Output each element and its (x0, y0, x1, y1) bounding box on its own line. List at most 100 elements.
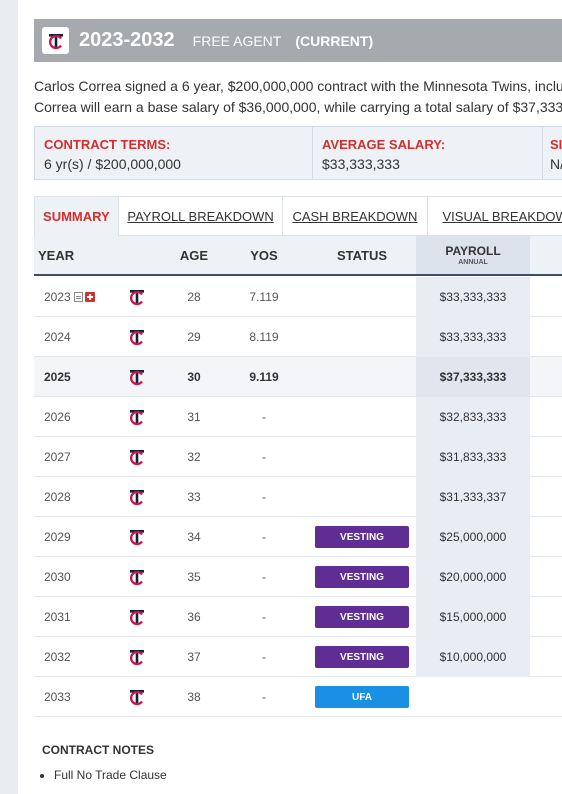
current-label: (CURRENT) (295, 32, 374, 49)
contract-notes-title: CONTRACT NOTES (42, 743, 154, 757)
contract-description: Carlos Correa signed a 6 year, $200,000,… (34, 76, 562, 118)
average-salary: AVERAGE SALARY: $33,333,333 (313, 127, 543, 179)
payroll-cell-bg (416, 397, 530, 437)
table-row: 2024 29 8.119 $33,333,333 (34, 317, 562, 357)
yos-cell: - (262, 490, 266, 504)
contract-panel: 2023-2032 FREE AGENT (CURRENT) Carlos Co… (18, 0, 562, 794)
status-cell: VESTING (312, 597, 412, 637)
tab-cash-breakdown[interactable]: CASH BREAKDOWN (283, 196, 428, 236)
payroll-cell: $10,000,000 (439, 650, 507, 664)
year-value: 2033 (44, 690, 71, 704)
payroll-cell-bg (416, 357, 530, 397)
table-row: 2027 32 - $31,833,333 (34, 437, 562, 477)
yos-cell: - (262, 610, 266, 624)
description-line: Carlos Correa signed a 6 year, $200,000,… (34, 78, 562, 94)
table-row: 2025 30 9.119 $37,333,333 (34, 357, 562, 397)
age-cell: 32 (187, 450, 201, 464)
age-cell: 33 (187, 490, 201, 504)
status-cell (312, 437, 412, 477)
year-cell: 2033 (44, 677, 71, 717)
year-value: 2027 (44, 450, 71, 464)
col-payroll[interactable]: PAYROLL ANNUAL (416, 236, 530, 274)
twins-logo-icon (126, 637, 148, 677)
col-status[interactable]: STATUS (336, 247, 388, 263)
status-cell: VESTING (312, 637, 412, 677)
payroll-cell: $20,000,000 (439, 570, 507, 584)
contract-notes-list: Full No Trade Clause (40, 768, 167, 782)
status-badge: VESTING (315, 606, 409, 628)
status-cell: UFA (312, 677, 412, 717)
contract-terms: CONTRACT TERMS: 6 yr(s) / $200,000,000 (35, 127, 313, 179)
payroll-cell-bg (416, 277, 530, 317)
age-cell: 31 (187, 410, 201, 424)
status-badge: VESTING (315, 566, 409, 588)
contract-years: 2023-2032 (79, 29, 175, 51)
payroll-cell-bg (416, 317, 530, 357)
table-header: YEAR AGE YOS STATUS PAYROLL ANNUAL (34, 236, 562, 276)
note-text: Full No Trade Clause (54, 768, 167, 782)
payroll-cell: $33,333,333 (439, 330, 507, 344)
contract-terms-value: 6 yr(s) / $200,000,000 (44, 156, 181, 172)
status-cell (312, 317, 412, 357)
age-cell: 30 (187, 370, 201, 384)
age-cell: 37 (187, 650, 201, 664)
twins-logo-icon (126, 357, 148, 397)
year-value: 2031 (44, 610, 71, 624)
payroll-cell: $31,833,333 (439, 450, 507, 464)
contract-terms-label: CONTRACT TERMS: (44, 137, 171, 152)
col-payroll-sub: ANNUAL (458, 259, 488, 266)
average-salary-label: AVERAGE SALARY: (322, 137, 446, 152)
table-row: 2026 31 - $32,833,333 (34, 397, 562, 437)
yos-cell: - (262, 690, 266, 704)
status-cell (312, 277, 412, 317)
status-badge: UFA (315, 686, 409, 708)
age-cell: 34 (187, 530, 201, 544)
yos-cell: 8.119 (249, 330, 279, 344)
tab-summary[interactable]: SUMMARY (34, 196, 119, 236)
year-value: 2028 (44, 490, 71, 504)
average-salary-value: $33,333,333 (322, 156, 400, 172)
status-badge: VESTING (315, 646, 409, 668)
col-age[interactable]: AGE (179, 247, 209, 263)
year-cell: 2023 (44, 277, 95, 317)
note-icon[interactable] (73, 292, 83, 302)
twins-logo-icon (126, 597, 148, 637)
plus-icon[interactable] (84, 292, 95, 302)
twins-logo-icon (126, 557, 148, 597)
age-cell: 35 (187, 570, 201, 584)
payroll-cell-bg (416, 557, 530, 597)
year-value: 2030 (44, 570, 71, 584)
year-cell: 2032 (44, 637, 71, 677)
third-term: SI N/ (543, 127, 562, 179)
col-payroll-label: PAYROLL (445, 244, 501, 258)
payroll-cell-bg (416, 597, 530, 637)
tab-visual-breakdown[interactable]: VISUAL BREAKDOW (427, 196, 562, 236)
status-badge: VESTING (315, 526, 409, 548)
payroll-cell: $37,333,333 (439, 370, 507, 384)
year-cell: 2030 (44, 557, 71, 597)
payroll-cell: $25,000,000 (439, 530, 507, 544)
payroll-cell: $15,000,000 (439, 610, 507, 624)
col-yos[interactable]: YOS (250, 247, 278, 263)
status-cell (312, 397, 412, 437)
twins-logo-icon (42, 27, 69, 54)
yos-cell: - (262, 650, 266, 664)
year-cell: 2025 (44, 357, 71, 397)
twins-logo-icon (126, 437, 148, 477)
year-cell: 2029 (44, 517, 71, 557)
year-value: 2032 (44, 650, 71, 664)
payroll-cell: $33,333,333 (439, 290, 507, 304)
col-year[interactable]: YEAR (38, 247, 75, 263)
age-cell: 38 (187, 690, 201, 704)
payroll-cell-bg (416, 437, 530, 477)
yos-cell: - (262, 410, 266, 424)
contract-terms-box: CONTRACT TERMS: 6 yr(s) / $200,000,000 A… (34, 126, 562, 180)
payroll-cell-bg (416, 477, 530, 517)
table-row: 2030 35 - VESTING $20,000,000 (34, 557, 562, 597)
table-row: 2033 38 - UFA (34, 677, 562, 717)
year-cell: 2026 (44, 397, 71, 437)
tab-payroll-breakdown[interactable]: PAYROLL BREAKDOWN (118, 196, 284, 236)
bullet-icon (40, 773, 44, 778)
payroll-cell-bg (416, 637, 530, 677)
year-value: 2026 (44, 410, 71, 424)
